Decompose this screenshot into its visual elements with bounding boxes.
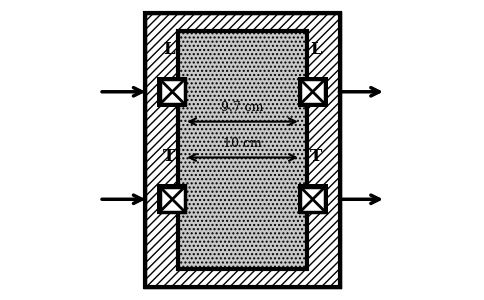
Bar xyxy=(145,13,339,287)
Text: T: T xyxy=(163,148,175,165)
Text: L: L xyxy=(309,41,321,58)
Bar xyxy=(178,31,306,269)
Bar xyxy=(178,31,306,269)
Bar xyxy=(159,79,184,104)
Text: T: T xyxy=(309,148,321,165)
Bar xyxy=(145,13,339,287)
Bar xyxy=(297,77,327,107)
Bar xyxy=(297,184,327,214)
Bar xyxy=(159,187,184,212)
Bar xyxy=(178,31,306,269)
Text: 9.7 cm: 9.7 cm xyxy=(221,101,263,114)
Text: L: L xyxy=(163,41,175,58)
Bar xyxy=(300,187,325,212)
Bar xyxy=(157,184,187,214)
Bar xyxy=(157,77,187,107)
Bar xyxy=(300,79,325,104)
Text: 10 cm: 10 cm xyxy=(223,137,261,150)
